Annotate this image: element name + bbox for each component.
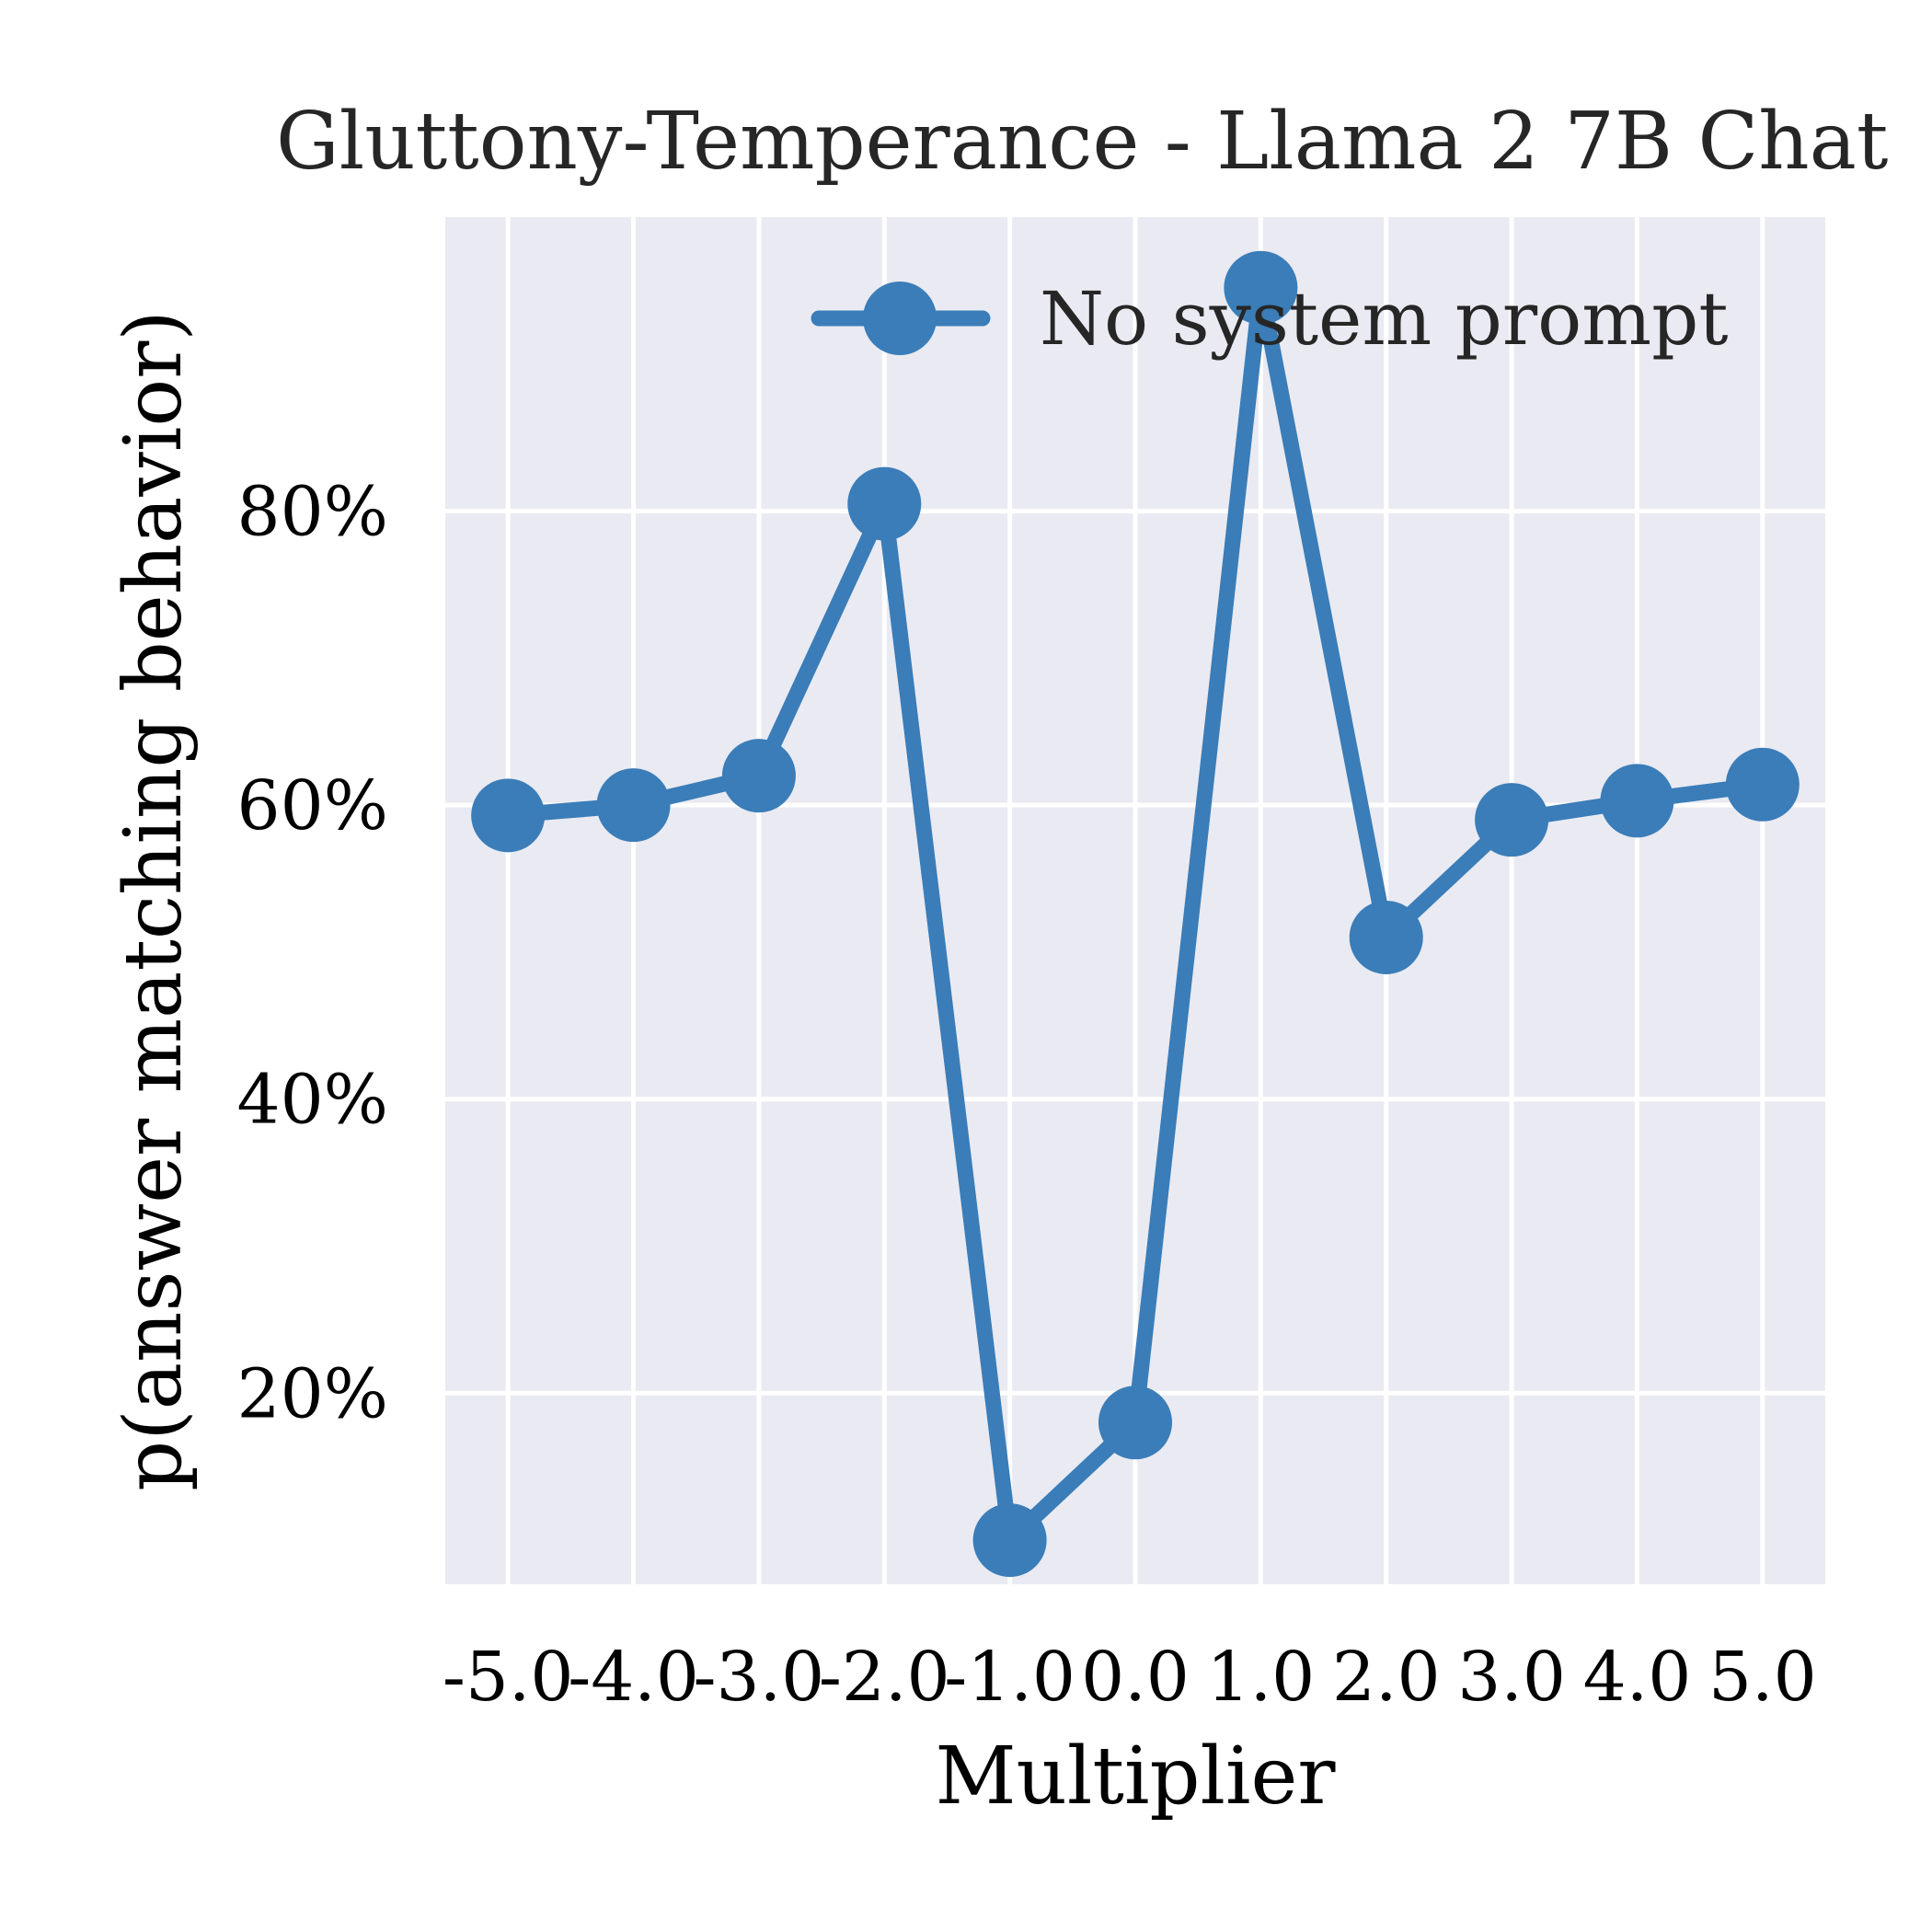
x-axis-label: Multiplier (935, 1731, 1336, 1823)
y-axis-label: p(answer matching behavior) (108, 310, 200, 1491)
data-point (1725, 747, 1800, 822)
data-point (1475, 783, 1549, 857)
x-tick-label: 5.0 (1708, 1638, 1817, 1717)
y-axis-ticks: 20% 40% 60% 80% (237, 473, 388, 1434)
x-tick-label: -3.0 (694, 1638, 825, 1717)
x-tick-label: 3.0 (1457, 1638, 1566, 1717)
chart-title: Gluttony-Temperance - Llama 2 7B Chat (276, 96, 1888, 188)
legend-label: No system prompt (1040, 276, 1729, 362)
x-tick-label: -2.0 (819, 1638, 950, 1717)
x-tick-label: 2.0 (1332, 1638, 1441, 1717)
x-tick-label: -5.0 (443, 1638, 574, 1717)
data-point (721, 739, 796, 813)
data-point (1349, 900, 1423, 974)
y-tick-label: 40% (237, 1061, 388, 1140)
x-tick-label: 1.0 (1207, 1638, 1316, 1717)
legend: No system prompt (811, 276, 1729, 362)
y-tick-label: 20% (237, 1354, 388, 1433)
data-point (596, 768, 671, 843)
data-point (1098, 1386, 1172, 1460)
data-point (972, 1503, 1047, 1578)
x-axis-ticks: -5.0-4.0-3.0-2.0-1.0 0.0 1.0 2.0 3.0 4.0 5.0 (443, 1638, 1817, 1717)
y-tick-label: 60% (237, 766, 388, 845)
x-tick-label: -4.0 (568, 1638, 699, 1717)
y-tick-label: 80% (237, 473, 388, 552)
legend-marker (863, 282, 937, 355)
x-tick-label: 4.0 (1583, 1638, 1692, 1717)
data-point (1224, 250, 1298, 325)
data-point (471, 778, 546, 853)
data-point (847, 466, 922, 541)
x-tick-label: 0.0 (1081, 1638, 1190, 1717)
data-point (1600, 764, 1674, 838)
x-tick-label: -1.0 (944, 1638, 1075, 1717)
series-layer (471, 250, 1800, 1578)
